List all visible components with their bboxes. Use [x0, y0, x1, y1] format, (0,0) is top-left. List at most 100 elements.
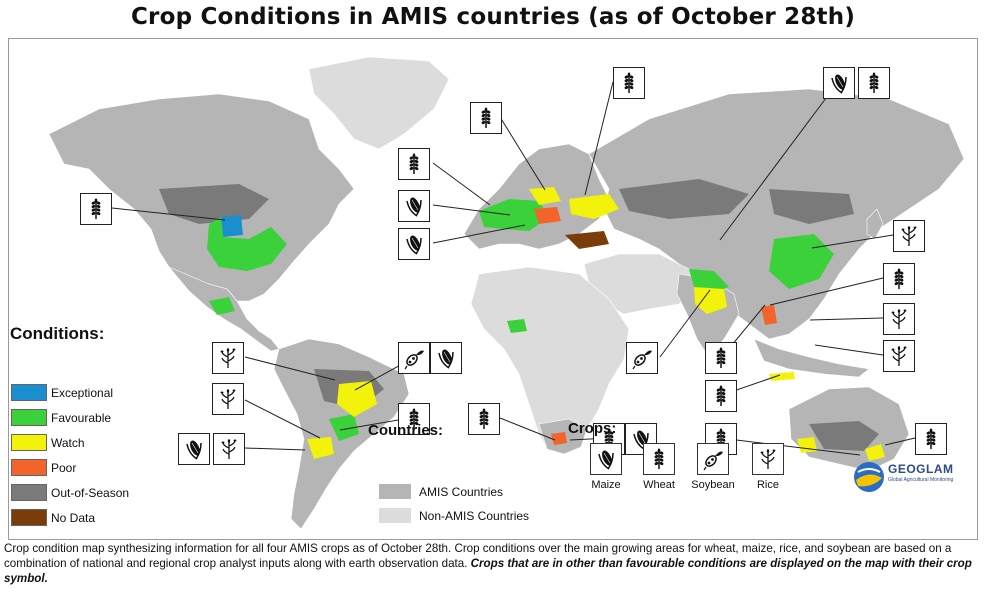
conditions-legend-title: Conditions: — [10, 324, 105, 343]
callout-wheat-box — [613, 67, 645, 99]
callout-wheat-box — [883, 263, 915, 295]
maize-icon — [633, 430, 649, 450]
favourable-mexico — [209, 297, 235, 315]
watch-australia-west — [797, 437, 817, 453]
poor-europe — [534, 207, 561, 224]
condition-swatch — [11, 509, 47, 526]
crop-legend-label: Wheat — [643, 479, 675, 491]
callout-wheat-box — [915, 423, 947, 455]
crop-legend-soybean-box — [697, 443, 729, 475]
condition-swatch — [11, 434, 47, 451]
callout-maize-box — [398, 228, 430, 260]
favourable-us — [207, 217, 287, 271]
callout-rice-box — [893, 220, 925, 252]
condition-label: Exceptional — [51, 385, 114, 400]
greenland — [308, 56, 450, 150]
legend-condition-favourable: Favourable — [11, 409, 111, 426]
callout-soybean-box — [398, 342, 430, 374]
wheat-icon — [894, 268, 904, 289]
callout-wheat-box — [398, 148, 430, 180]
callout-soybean-box — [626, 342, 658, 374]
legend-amis-countries: AMIS Countries — [379, 484, 503, 499]
condition-swatch — [11, 409, 47, 426]
southeast-asia — [753, 338, 870, 378]
callout-rice-box — [883, 340, 915, 372]
wheat-icon — [869, 72, 879, 93]
legend-condition-no-data: No Data — [11, 509, 95, 526]
crop-legend-rice-box — [752, 443, 784, 475]
map-caption: Crop condition map synthesizing informat… — [4, 541, 982, 586]
callout-maize-box — [398, 190, 430, 222]
maize-icon — [186, 440, 202, 460]
wheat-icon — [481, 107, 491, 128]
rice-icon — [220, 348, 236, 368]
geoglam-logo-icon — [854, 462, 884, 492]
rice-icon — [891, 346, 907, 366]
watch-argentina — [307, 437, 334, 459]
soybean-icon — [632, 350, 652, 370]
callout-wheat-box — [468, 403, 500, 435]
non-amis-label: Non-AMIS Countries — [419, 508, 530, 523]
rice-icon — [220, 389, 236, 409]
crop-legend-maize-box — [590, 443, 622, 475]
wheat-icon — [716, 347, 726, 368]
callout-rice-box — [212, 383, 244, 415]
maize-icon — [438, 349, 454, 369]
wheat-icon — [479, 408, 489, 429]
geoglam-name: GEOGLAM — [888, 462, 954, 476]
wheat-icon — [91, 198, 101, 219]
watch-ukraine — [569, 194, 619, 219]
legend-condition-exceptional: Exceptional — [11, 384, 113, 401]
legend-condition-poor: Poor — [11, 459, 76, 476]
condition-swatch — [11, 484, 47, 501]
amis-swatch — [379, 484, 411, 499]
exceptional-us — [221, 215, 243, 237]
condition-label: Watch — [51, 435, 85, 450]
callout-maize-box — [178, 433, 210, 465]
rice-icon — [901, 226, 917, 246]
maize-icon — [598, 450, 614, 470]
condition-label: No Data — [51, 510, 96, 525]
countries-legend-title: Countries: — [368, 422, 443, 439]
condition-label: Poor — [51, 460, 77, 475]
out-of-season-russia — [619, 179, 749, 219]
maize-icon — [831, 74, 847, 94]
soybean-icon — [703, 451, 723, 471]
watch-australia-east — [865, 444, 885, 461]
condition-label: Favourable — [51, 410, 112, 425]
wheat-icon — [409, 408, 419, 429]
legend-condition-out-of-season: Out-of-Season — [11, 484, 129, 501]
maize-icon — [406, 197, 422, 217]
rice-icon — [891, 309, 907, 329]
wheat-icon — [409, 153, 419, 174]
callout-maize-box — [823, 67, 855, 99]
geoglam-subtitle: Global Agricultural Monitoring — [888, 477, 954, 483]
callout-wheat-box — [705, 380, 737, 412]
no-data-turkey — [565, 231, 609, 249]
callout-maize-box — [430, 342, 462, 374]
wheat-icon — [716, 385, 726, 406]
wheat-icon — [654, 448, 664, 469]
soybean-icon — [404, 350, 424, 370]
callout-wheat-box — [80, 193, 112, 225]
legend-non-amis-countries: Non-AMIS Countries — [379, 508, 529, 523]
watch-europe — [529, 187, 561, 205]
wheat-icon — [926, 428, 936, 449]
callout-wheat-box — [858, 67, 890, 99]
callout-rice-box — [883, 303, 915, 335]
callout-maize-box — [625, 423, 657, 455]
watch-indonesia — [769, 372, 795, 381]
crops-legend-title: Crops: — [568, 420, 617, 437]
crop-legend-label: Soybean — [691, 479, 735, 491]
caption-text: Crop condition map synthesizing informat… — [4, 542, 952, 570]
rice-icon — [221, 439, 237, 459]
favourable-nigeria — [507, 319, 527, 333]
callout-wheat-box — [470, 102, 502, 134]
callout-rice-box — [213, 433, 245, 465]
condition-swatch — [11, 459, 47, 476]
condition-label: Out-of-Season — [51, 485, 130, 500]
wheat-icon — [624, 72, 634, 93]
non-amis-swatch — [379, 508, 411, 523]
callout-wheat-box — [705, 342, 737, 374]
maize-icon — [406, 235, 422, 255]
